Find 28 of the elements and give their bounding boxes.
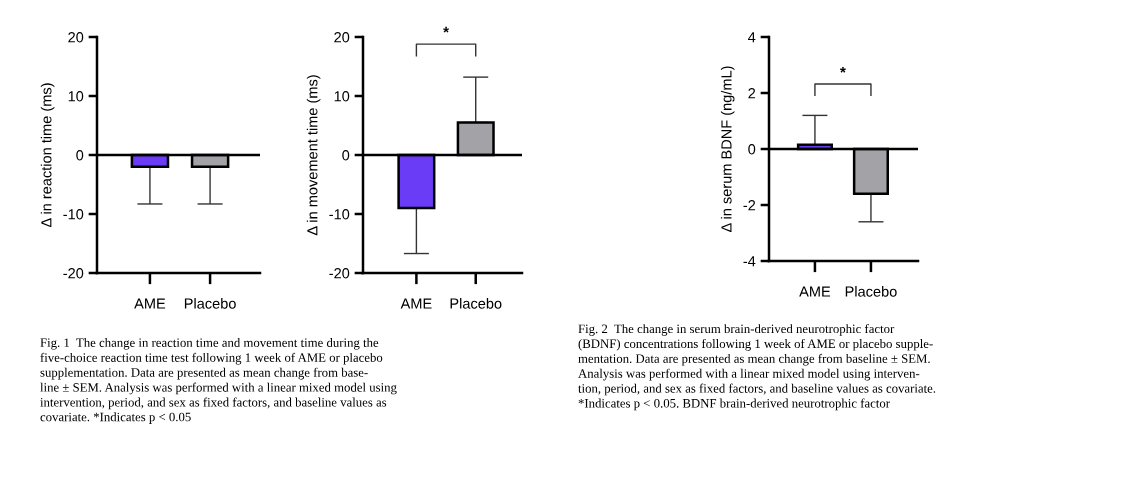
y-tick-label: 4	[748, 32, 756, 43]
x-tick-label: Placebo	[184, 298, 236, 309]
y-tick-label: 10	[68, 91, 84, 102]
x-tick-label: Placebo	[845, 286, 897, 297]
y-tick-label: -20	[63, 268, 84, 279]
x-tick-label: AME	[799, 286, 831, 297]
y-tick-label: 0	[76, 150, 84, 161]
y-tick-label: 2	[748, 88, 756, 99]
caption: Fig. 2 The change in serum brain-derived neurotrophic factor (BDNF) concentrations following 1 week of AME or placebo supple- mentation. Data are presented as mean change from baseline ± SEM. Analysis was performed with a linear mixed model using interven- tion, period, and sex as fixed factors, and baseline values as covariate. *Indicates p < 0.05. BDNF brain-derived neurotrophic factor	[578, 324, 936, 411]
y-tick-label: -20	[329, 268, 350, 279]
y-tick-label: -10	[63, 209, 84, 220]
y-tick-label: 0	[748, 144, 756, 155]
y-tick-label: -10	[329, 209, 350, 220]
y-axis-title: Δ in serum BDNF (ng/mL)	[720, 66, 735, 233]
text: *	[443, 26, 450, 33]
annotation: *	[840, 67, 846, 73]
y-tick-label: 20	[68, 32, 84, 43]
x-tick-label: Placebo	[450, 298, 502, 309]
y-tick-label: 10	[334, 91, 350, 102]
y-tick-label: -4	[743, 256, 756, 267]
y-tick-label: 20	[334, 32, 350, 43]
caption: Fig. 1 The change in reaction time and movement time during the five-choice reaction time test following 1 week of AME or placebo supplementation. Data are presented as mean change from base- line ± SEM. Analysis was performed with a linear mixed model using intervention, period, and sex as fixed factors, and baseline values as covariate. *Indicates p < 0.05	[40, 338, 397, 424]
y-axis-title: Δ in movement time (ms)	[306, 75, 321, 236]
y-tick-label: -2	[743, 200, 756, 211]
x-tick-label: AME	[400, 298, 432, 309]
y-axis-title: Δ in reaction time (ms)	[40, 83, 55, 228]
x-tick-label: AME	[134, 298, 166, 309]
y-tick-label: 0	[342, 150, 350, 161]
